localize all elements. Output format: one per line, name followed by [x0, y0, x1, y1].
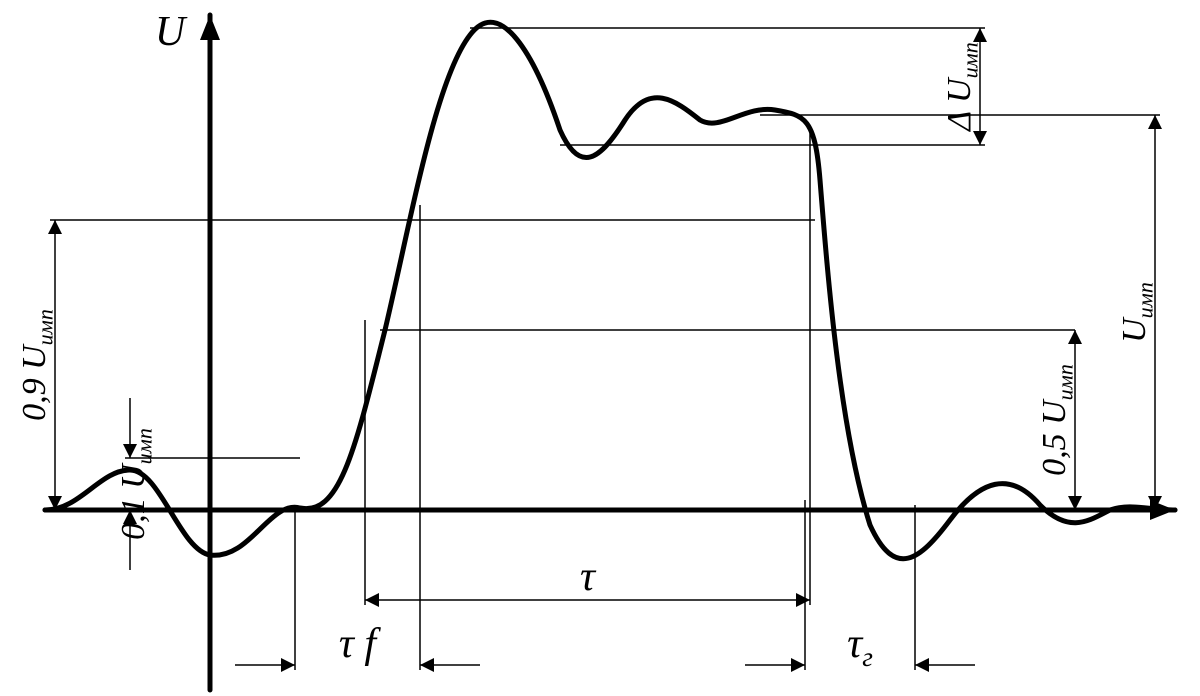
dim-tau-f-label: τ f [339, 621, 382, 667]
dim-0p5-uimp-label: 0,5 Uимп [1036, 364, 1077, 476]
diagram-svg: Uτ τ f τг 0,9 Uимп 0,1 Uимп Δ Uимп 0,5 Uимп Uим… [0, 0, 1200, 696]
dim-uimp-label: Uимп [1116, 282, 1157, 343]
dim-tau-label: τ [580, 554, 597, 600]
dim-0p1-uimp-label: 0,1 Uимп [115, 428, 156, 540]
dim-delta-uimp-label: Δ Uимп [941, 42, 982, 133]
dim-tau-z-label: τг [847, 621, 873, 672]
pulse-waveform [45, 22, 1175, 559]
y-axis-label: U [155, 9, 188, 55]
dim-0p9-uimp-label: 0,9 Uимп [16, 309, 57, 421]
y-axis-arrow [200, 15, 220, 40]
